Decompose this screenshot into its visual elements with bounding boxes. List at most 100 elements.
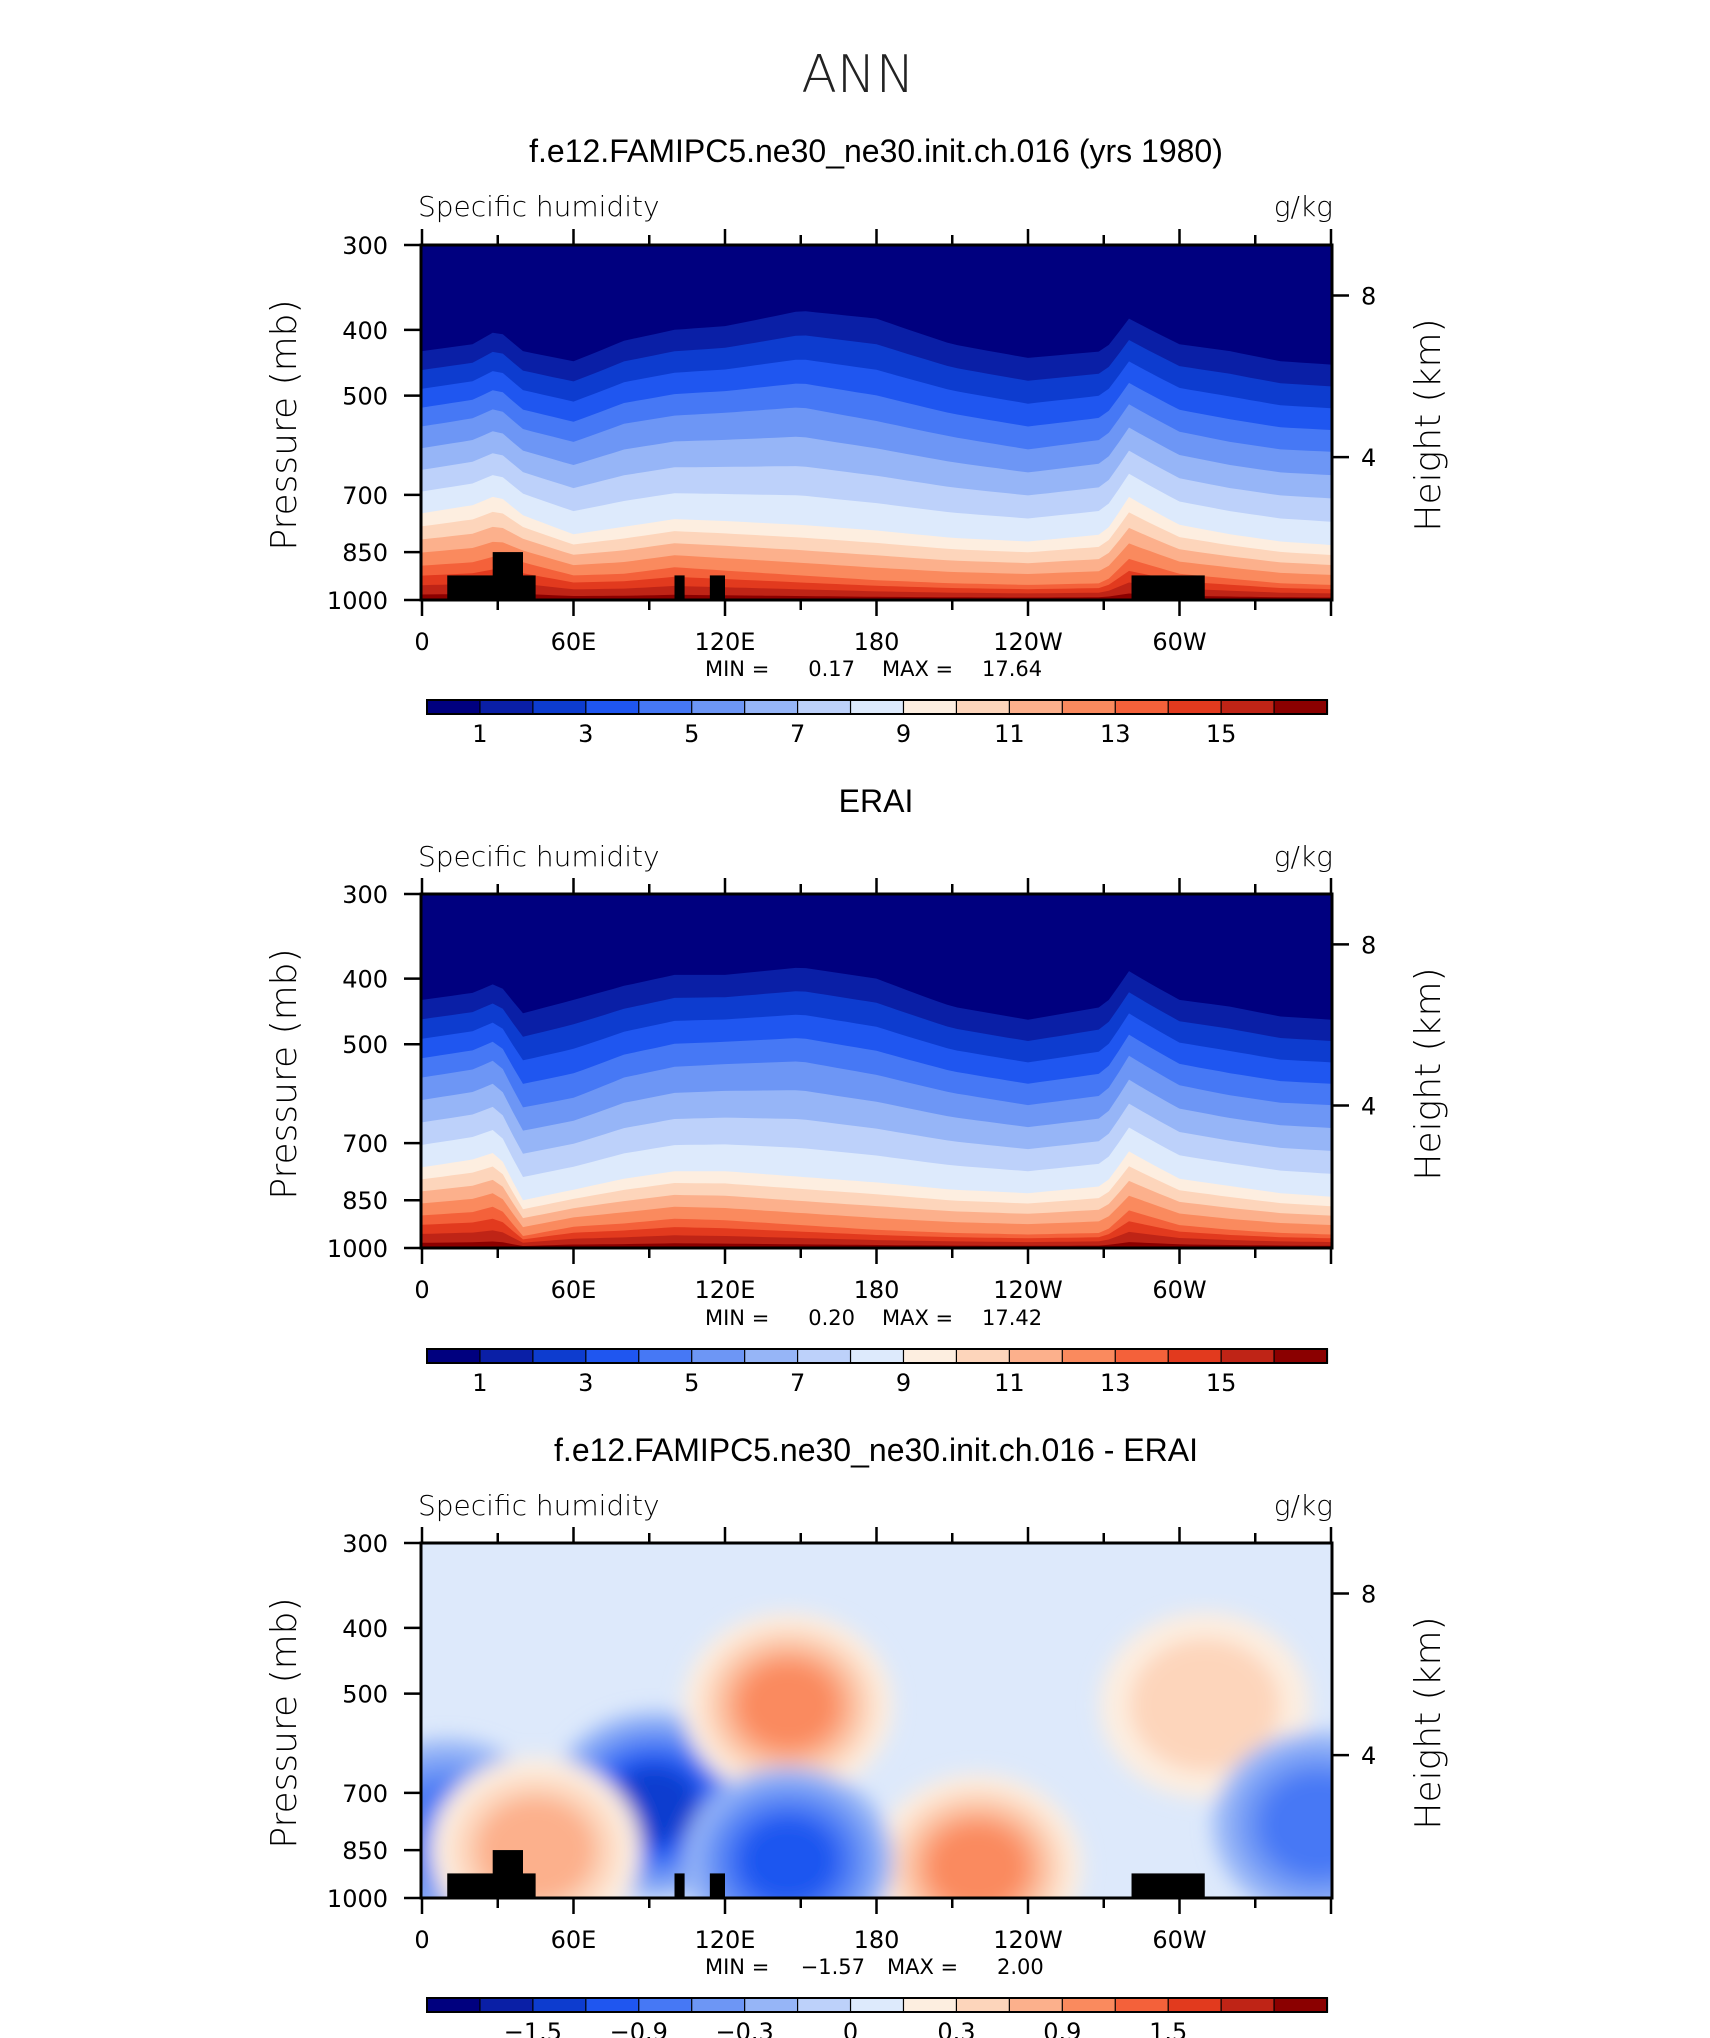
units-label: g/kg: [1274, 1489, 1333, 1522]
units-label: g/kg: [1274, 190, 1333, 223]
min-value: 0.20: [808, 1306, 855, 1330]
axes: 300 400 500 700 850 1000 8 4 0 60E 120E 180 120W 60W: [327, 878, 1376, 1304]
colorbar-label: 7: [790, 720, 805, 748]
colorbar-label: 0.3: [937, 2018, 975, 2038]
panel-title: ERAI: [839, 783, 914, 819]
x-tick-label: 0: [414, 628, 429, 656]
colorbar: 1 3 5 7 9 11 13 15: [426, 1348, 1329, 1397]
colorbar-swatch: [1273, 699, 1329, 715]
colorbar-frame: [426, 1997, 1328, 2013]
y-tick-label: 300: [342, 232, 388, 260]
colorbar-swatch: [1167, 699, 1223, 715]
colorbar-swatch: [426, 1348, 482, 1364]
colorbar-swatch: [902, 1348, 958, 1364]
colorbar: −1.5 −0.9 −0.3 0 0.3 0.9 1.5: [426, 1997, 1329, 2038]
topography-mask: [1131, 575, 1205, 600]
colorbar-swatch: [1273, 1348, 1329, 1364]
min-value: −1.57: [801, 1955, 865, 1979]
y2-tick-label: 4: [1361, 1742, 1376, 1770]
colorbar-label: −1.5: [504, 2018, 562, 2038]
colorbar-swatch: [902, 1997, 958, 2013]
colorbar-label: 7: [790, 1369, 805, 1397]
y2-tick-label: 4: [1361, 444, 1376, 472]
x-tick-label: 120E: [695, 628, 756, 656]
x-tick-label: 120E: [695, 1926, 756, 1954]
y2-tick-label: 4: [1361, 1093, 1376, 1121]
y-tick-label: 500: [342, 1031, 388, 1059]
colorbar-swatch: [849, 1348, 905, 1364]
y2-tick-label: 8: [1361, 931, 1376, 959]
colorbar-label: 11: [994, 720, 1025, 748]
colorbar-label: 5: [684, 1369, 699, 1397]
diff-blob: [737, 1661, 839, 1750]
y-tick-label: 400: [342, 1615, 388, 1643]
diff-blob: [1258, 1772, 1331, 1878]
panel-diff: f.e12.FAMIPC5.ne30_ne30.init.ch.016 - ER…: [264, 1432, 1449, 2038]
colorbar-swatch: [744, 1348, 799, 1364]
y2-axis-label: Height (km): [1408, 1616, 1449, 1829]
variable-label: Specific humidity: [418, 1489, 660, 1522]
colorbar-label: −0.9: [610, 2018, 668, 2038]
y-tick-label: 700: [342, 482, 388, 510]
colorbar-swatch: [1114, 699, 1170, 715]
colorbar-swatch: [1061, 1997, 1117, 2013]
max-label: MAX =: [887, 1955, 958, 1979]
variable-label: Specific humidity: [418, 190, 660, 223]
y-axis-label: Pressure (mb): [264, 1597, 305, 1848]
colorbar-swatch: [1008, 699, 1064, 715]
y-tick-label: 500: [342, 383, 388, 411]
colorbar-swatch: [1167, 1997, 1223, 2013]
y2-tick-label: 8: [1361, 282, 1376, 310]
colorbar-label: 1: [472, 1369, 487, 1397]
colorbar-frame: [426, 699, 1328, 715]
units-label: g/kg: [1274, 840, 1333, 873]
colorbar-label: 5: [684, 720, 699, 748]
y-tick-label: 300: [342, 881, 388, 909]
plot-area: [422, 245, 1331, 600]
colorbar-label: 0: [843, 2018, 858, 2038]
colorbar-swatch: [849, 1997, 905, 2013]
contour-band: [422, 593, 1331, 600]
y-tick-label: 1000: [327, 1885, 388, 1913]
colorbar-swatch: [1220, 699, 1276, 715]
diff-blob: [927, 1822, 1028, 1898]
y-tick-label: 400: [342, 317, 388, 345]
diff-fields: [422, 1612, 1331, 1898]
colorbar-label: 3: [578, 1369, 593, 1397]
colorbar-swatch: [1008, 1348, 1064, 1364]
colorbar-swatch: [426, 699, 482, 715]
x-tick-label: 0: [414, 1926, 429, 1954]
colorbar-swatch: [585, 1997, 640, 2013]
colorbar-label: 13: [1100, 720, 1131, 748]
contour-band: [422, 1230, 1331, 1248]
min-label: MIN =: [705, 657, 769, 681]
colorbar-swatch: [902, 699, 958, 715]
x-tick-label: 60W: [1152, 628, 1206, 656]
y2-tick-label: 8: [1361, 1580, 1376, 1608]
y-axis-label: Pressure (mb): [264, 299, 305, 550]
x-tick-label: 60E: [551, 1926, 597, 1954]
colorbar-frame: [426, 1348, 1328, 1364]
page-title: ANN: [801, 45, 914, 105]
colorbar-swatch: [796, 1997, 852, 2013]
colorbar-swatch: [1167, 1348, 1223, 1364]
topography-mask: [1131, 1873, 1205, 1898]
y2-axis-label: Height (km): [1408, 318, 1449, 531]
colorbar-label: 9: [896, 720, 911, 748]
y-tick-label: 1000: [327, 1235, 388, 1263]
colorbar-swatch: [1220, 1348, 1276, 1364]
x-tick-label: 60W: [1152, 1276, 1206, 1304]
colorbar-swatch: [744, 699, 799, 715]
plot-area: [422, 894, 1331, 1248]
colorbar-swatch: [796, 699, 852, 715]
max-value: 17.64: [982, 657, 1042, 681]
x-tick-label: 120E: [695, 1276, 756, 1304]
min-value: 0.17: [808, 657, 855, 681]
max-value: 17.42: [982, 1306, 1042, 1330]
colorbar-swatch: [744, 1997, 799, 2013]
topography-mask: [709, 575, 725, 600]
colorbar-swatch: [638, 699, 693, 715]
topography-mask: [674, 575, 685, 600]
colorbar-swatch: [691, 699, 746, 715]
